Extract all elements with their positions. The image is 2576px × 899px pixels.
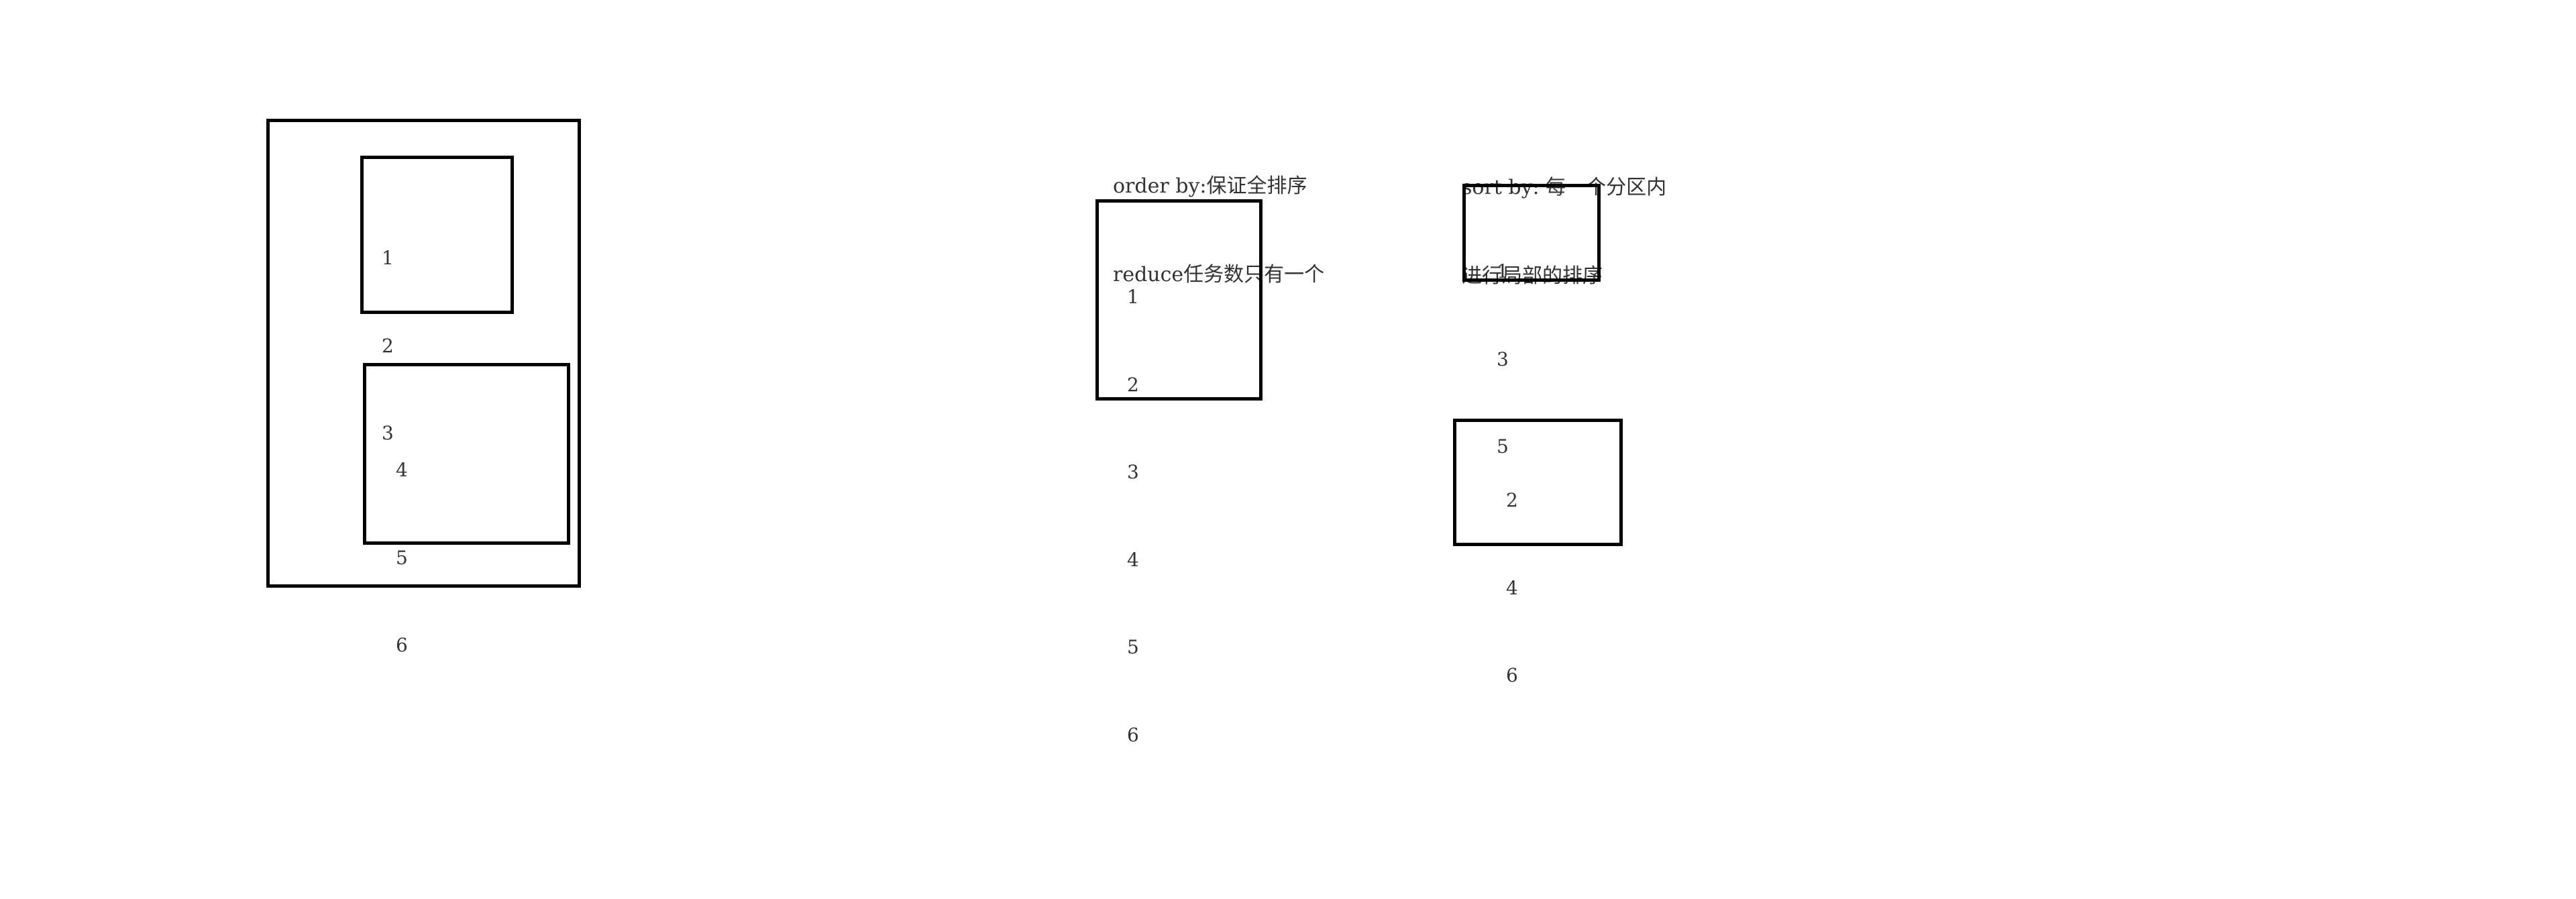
- list-item: 5: [396, 546, 408, 569]
- sort-by-partition-a-list: 1 3 5: [1497, 199, 1509, 490]
- list-item: 2: [382, 334, 394, 357]
- partition-top-list: 1 2 3: [382, 185, 394, 477]
- list-item: 1: [1127, 286, 1139, 308]
- list-item: 3: [1497, 348, 1509, 370]
- list-item: 2: [1506, 489, 1518, 511]
- list-item: 4: [396, 459, 408, 481]
- sort-by-partition-box-b: [1453, 419, 1623, 546]
- partition-box-bottom: [363, 363, 570, 545]
- list-item: 3: [382, 422, 394, 444]
- list-item: 1: [1497, 260, 1509, 282]
- list-item: 4: [1506, 576, 1518, 599]
- sort-by-partition-box-a: [1462, 184, 1601, 282]
- list-item: 2: [1127, 373, 1139, 396]
- order-by-result-box: [1095, 199, 1263, 401]
- order-by-result-list: 1 2 3 4 5 6: [1127, 224, 1139, 779]
- order-by-note: order by:保证全排序 reduce任务数只有一个: [1113, 113, 1324, 319]
- sort-by-note: sort by: 每一个分区内 进行局部的排序: [1462, 114, 1666, 321]
- outer-container-box: [266, 119, 581, 588]
- list-item: 6: [396, 634, 408, 656]
- list-item: 5: [1127, 636, 1139, 658]
- list-item: 4: [1127, 548, 1139, 571]
- list-item: 6: [1127, 723, 1139, 746]
- sort-by-partition-b-list: 2 4 6: [1506, 427, 1518, 719]
- sort-by-note-line: 进行局部的排序: [1462, 264, 1603, 288]
- list-item: 3: [1127, 461, 1139, 483]
- partition-box-top: [360, 156, 514, 314]
- list-item: 5: [1497, 435, 1509, 458]
- sort-by-note-line: sort by: 每一个分区内: [1462, 176, 1667, 199]
- partition-bottom-list: 4 5 6: [396, 397, 408, 689]
- list-item: 6: [1506, 664, 1518, 686]
- order-by-note-line: order by:保证全排序: [1113, 174, 1307, 198]
- order-by-note-line: reduce任务数只有一个: [1113, 263, 1325, 286]
- list-item: 1: [382, 247, 394, 269]
